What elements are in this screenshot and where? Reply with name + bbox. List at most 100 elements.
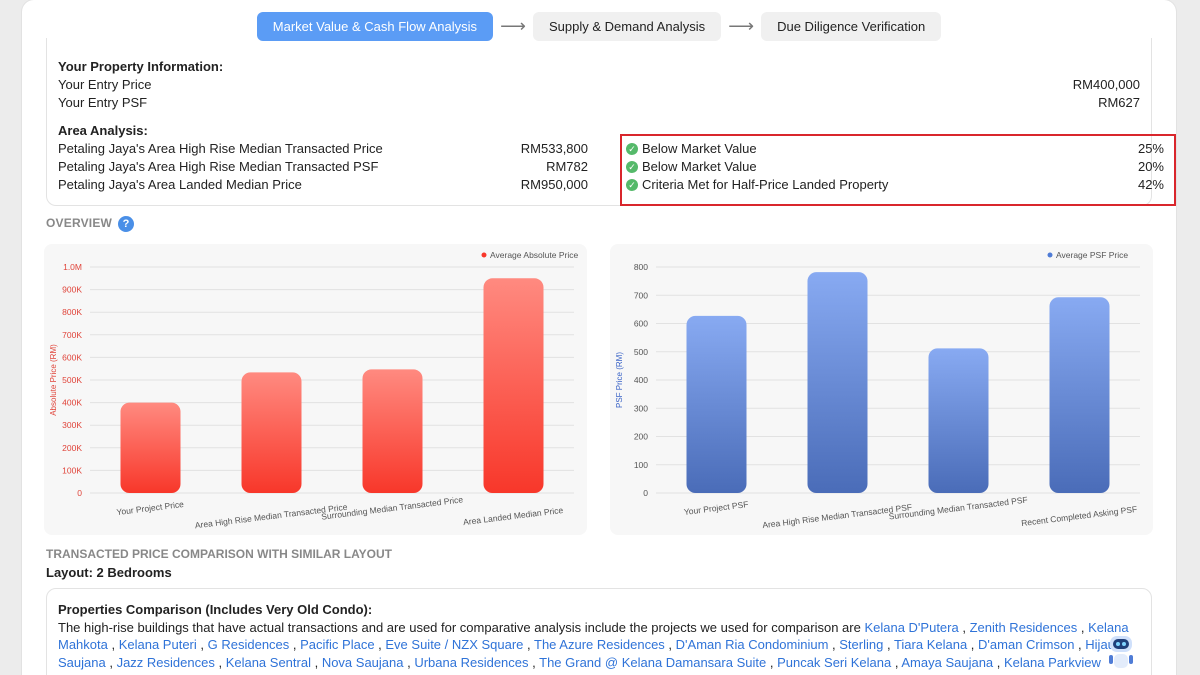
project-link[interactable]: Kelana Puteri	[118, 637, 197, 652]
legend-label: Average Absolute Price	[490, 250, 578, 260]
comparison-intro: The high-rise buildings that have actual…	[58, 619, 865, 635]
step-due-diligence[interactable]: Due Diligence Verification	[761, 12, 942, 41]
project-link[interactable]: G Residences	[207, 637, 290, 652]
y-tick-label: 100K	[62, 465, 82, 475]
status-label: Below Market Value	[642, 159, 757, 174]
entry-psf-label: Your Entry PSF	[58, 95, 148, 110]
y-tick-label: 300	[634, 403, 648, 413]
step-navigation: Market Value & Cash Flow Analysis ⟶ Supp…	[22, 12, 1176, 41]
overview-title: OVERVIEW	[46, 216, 113, 231]
project-link[interactable]: Pacific Place	[300, 637, 375, 652]
bar	[1049, 297, 1110, 493]
entry-price-value: RM400,000	[1072, 77, 1140, 92]
project-link[interactable]: Zenith Residences	[969, 619, 1078, 635]
x-tick-label: Your Project Price	[116, 499, 185, 517]
bar	[686, 315, 747, 493]
y-tick-label: 800K	[62, 307, 82, 317]
arrow-right-icon: ⟶	[500, 16, 526, 36]
area-row: Petaling Jaya's Area High Rise Median Tr…	[58, 140, 1140, 158]
y-tick-label: 200K	[62, 443, 82, 453]
y-tick-label: 400	[634, 375, 648, 385]
analysis-window: Market Value & Cash Flow Analysis ⟶ Supp…	[22, 0, 1176, 675]
project-link[interactable]: The Grand @ Kelana Damansara Suite	[539, 654, 767, 670]
y-axis-label: Absolute Price (RM)	[49, 344, 58, 416]
project-link[interactable]: Kelana Mahkota	[58, 619, 1129, 653]
overview-heading: OVERVIEW?	[46, 216, 135, 232]
entry-price-label: Your Entry Price	[58, 77, 152, 92]
project-link[interactable]: Eve Suite / NZX Square	[385, 637, 524, 652]
status-label: Below Market Value	[642, 141, 757, 156]
status-percent: 25%	[1137, 141, 1164, 156]
bar	[241, 372, 302, 493]
y-tick-label: 600K	[62, 352, 82, 362]
property-info-card: Your Property Information: Your Entry Pr…	[46, 38, 1176, 206]
status-percent: 42%	[1137, 177, 1164, 192]
bar	[928, 348, 989, 493]
properties-comparison-card: Properties Comparison (Includes Very Old…	[46, 588, 1152, 675]
project-link[interactable]: Sterling	[839, 637, 884, 652]
chatbot-robot-icon[interactable]	[1108, 634, 1134, 674]
project-link[interactable]: Nova Saujana	[321, 654, 404, 670]
status-row: ✓ Below Market Value 25%	[626, 140, 1164, 158]
project-link[interactable]: D'aman Crimson	[978, 637, 1075, 652]
project-link[interactable]: Tiara Kelana	[893, 637, 968, 652]
project-link[interactable]: Kelana D'Putera	[864, 619, 959, 635]
y-tick-label: 200	[634, 432, 648, 442]
bar	[483, 278, 544, 493]
y-tick-label: 900K	[62, 285, 82, 295]
y-tick-label: 500K	[62, 375, 82, 385]
area-row-label: Petaling Jaya's Area Landed Median Price	[58, 177, 302, 192]
y-tick-label: 300K	[62, 420, 82, 430]
project-link[interactable]: The Azure Residences	[534, 637, 665, 652]
layout-label: Layout: 2 Bedrooms	[46, 565, 172, 580]
legend-label: Average PSF Price	[1056, 250, 1128, 260]
status-row: ✓ Below Market Value 20%	[626, 158, 1164, 176]
status-row: ✓ Criteria Met for Half-Price Landed Pro…	[626, 176, 1164, 194]
absolute-price-chart: 0 100K 200K 300K 400K 500K 600K 700K 800K 900K 1.0…	[44, 244, 587, 535]
entry-price-row: Your Entry Price RM400,000	[58, 76, 1140, 94]
entry-psf-row: Your Entry PSF RM627	[58, 94, 1140, 112]
project-link[interactable]: Jazz Residences	[116, 654, 215, 670]
status-percent: 20%	[1137, 159, 1164, 174]
x-tick-label: Recent Completed Asking PSF	[1021, 504, 1138, 528]
legend-marker	[481, 252, 487, 258]
status-label: Criteria Met for Half-Price Landed Prope…	[642, 177, 889, 192]
y-tick-label: 500	[634, 347, 648, 357]
check-circle-icon: ✓	[626, 161, 638, 173]
help-icon[interactable]: ?	[118, 216, 135, 232]
area-row-label: Petaling Jaya's Area High Rise Median Tr…	[58, 159, 379, 174]
y-tick-label: 700	[634, 290, 648, 300]
arrow-right-icon: ⟶	[728, 16, 754, 36]
bar	[120, 402, 181, 493]
y-tick-label: 1.0M	[63, 262, 82, 272]
market-value-highlight: ✓ Below Market Value 25% ✓ Below Market …	[620, 134, 1176, 206]
area-row: Petaling Jaya's Area Landed Median Price…	[58, 176, 1140, 194]
absolute-price-chart-svg: 0 100K 200K 300K 400K 500K 600K 700K 800K 900K 1.0…	[49, 250, 578, 530]
step-market-value[interactable]: Market Value & Cash Flow Analysis	[256, 12, 493, 41]
step-supply-demand[interactable]: Supply & Demand Analysis	[533, 12, 722, 41]
x-tick-label: Area Landed Median Price	[463, 505, 564, 527]
y-tick-label: 0	[77, 488, 82, 498]
area-row-label: Petaling Jaya's Area High Rise Median Tr…	[58, 141, 383, 156]
x-tick-label: Your Project PSF	[683, 499, 749, 517]
project-link[interactable]: Kelana Sentral	[225, 654, 311, 670]
y-axis-label: PSF Price (RM)	[615, 352, 624, 408]
area-row: Petaling Jaya's Area High Rise Median Tr…	[58, 158, 1140, 176]
area-row-value: RM950,000	[520, 177, 588, 192]
check-circle-icon: ✓	[626, 179, 638, 191]
comparison-text: The high-rise buildings that have actual…	[58, 619, 1130, 670]
project-link[interactable]: Puncak Seri Kelana	[777, 654, 892, 670]
legend-marker	[1047, 252, 1053, 258]
psf-price-chart-svg: 0 100 200 300 400 500 600 700 800 PSF Price (RM) A…	[615, 250, 1140, 530]
transacted-comparison-title: TRANSACTED PRICE COMPARISON WITH SIMILAR…	[46, 547, 393, 561]
y-tick-label: 100	[634, 460, 648, 470]
project-link[interactable]: Amaya Saujana	[901, 654, 994, 670]
bar	[362, 369, 423, 493]
project-link[interactable]: Urbana Residences	[414, 654, 529, 670]
y-tick-label: 700K	[62, 330, 82, 340]
y-tick-label: 800	[634, 262, 648, 272]
project-link[interactable]: D'Aman Ria Condominium	[675, 637, 829, 652]
y-tick-label: 400K	[62, 398, 82, 408]
check-circle-icon: ✓	[626, 143, 638, 155]
project-link[interactable]: Kelana Parkview	[1004, 654, 1101, 670]
